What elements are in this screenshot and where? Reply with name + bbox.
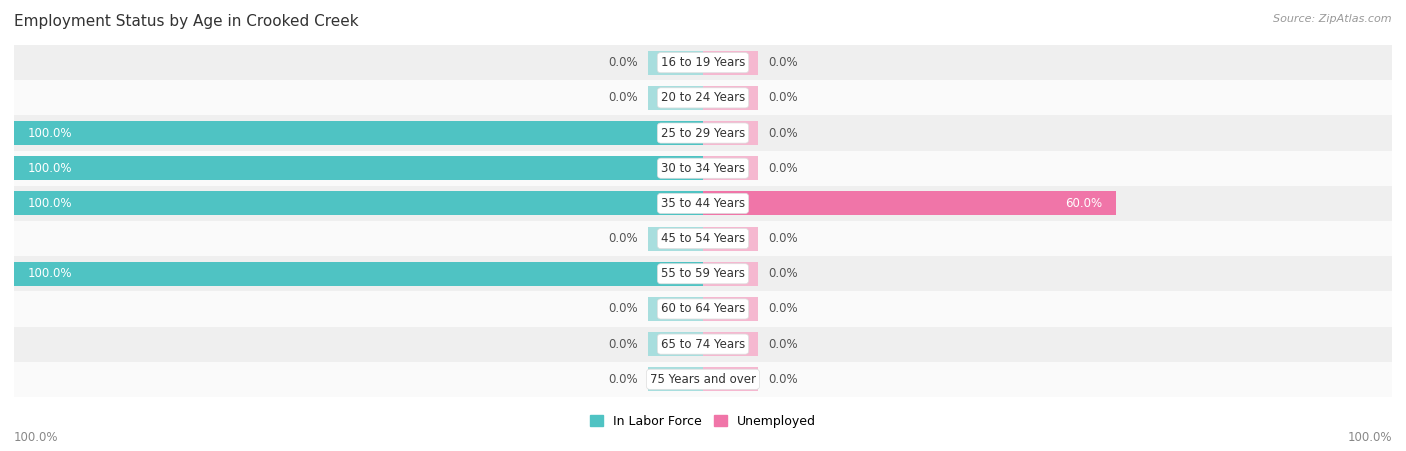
Text: 100.0%: 100.0% [28,162,72,175]
Text: 0.0%: 0.0% [769,92,799,104]
Text: 100.0%: 100.0% [28,197,72,210]
Bar [14,80,1392,115]
Text: 0.0%: 0.0% [769,127,799,139]
Bar [648,86,703,110]
Bar [14,45,1392,80]
Bar [14,156,703,180]
Bar [648,332,703,356]
Bar [14,291,1392,327]
Text: 30 to 34 Years: 30 to 34 Years [661,162,745,175]
Bar [703,86,758,110]
Text: 0.0%: 0.0% [769,232,799,245]
Bar [703,51,758,75]
Bar [703,332,758,356]
Bar [648,51,703,75]
Bar [14,151,1392,186]
Text: 75 Years and over: 75 Years and over [650,373,756,386]
Text: 0.0%: 0.0% [769,267,799,280]
Text: 45 to 54 Years: 45 to 54 Years [661,232,745,245]
Text: 55 to 59 Years: 55 to 59 Years [661,267,745,280]
Text: 0.0%: 0.0% [607,56,637,69]
Text: 0.0%: 0.0% [607,92,637,104]
Text: 100.0%: 100.0% [1347,431,1392,444]
Bar [703,191,1116,216]
Bar [703,156,758,180]
Bar [648,226,703,251]
Bar [703,367,758,391]
Text: 20 to 24 Years: 20 to 24 Years [661,92,745,104]
Bar [14,121,703,145]
Text: 100.0%: 100.0% [28,127,72,139]
Text: 25 to 29 Years: 25 to 29 Years [661,127,745,139]
Text: 0.0%: 0.0% [769,338,799,350]
Bar [14,256,1392,291]
Text: 0.0%: 0.0% [607,338,637,350]
Bar [648,297,703,321]
Bar [14,221,1392,256]
Text: Employment Status by Age in Crooked Creek: Employment Status by Age in Crooked Cree… [14,14,359,28]
Text: 60 to 64 Years: 60 to 64 Years [661,303,745,315]
Bar [14,186,1392,221]
Text: Source: ZipAtlas.com: Source: ZipAtlas.com [1274,14,1392,23]
Text: 0.0%: 0.0% [607,373,637,386]
Bar [14,327,1392,362]
Text: 60.0%: 60.0% [1066,197,1102,210]
Text: 0.0%: 0.0% [607,303,637,315]
Text: 0.0%: 0.0% [769,56,799,69]
Bar [14,362,1392,397]
Bar [703,262,758,286]
Text: 100.0%: 100.0% [28,267,72,280]
Legend: In Labor Force, Unemployed: In Labor Force, Unemployed [585,410,821,433]
Bar [648,367,703,391]
Bar [14,191,703,216]
Bar [703,226,758,251]
Text: 0.0%: 0.0% [607,232,637,245]
Bar [703,121,758,145]
Text: 0.0%: 0.0% [769,303,799,315]
Bar [14,262,703,286]
Text: 65 to 74 Years: 65 to 74 Years [661,338,745,350]
Bar [14,115,1392,151]
Text: 0.0%: 0.0% [769,162,799,175]
Text: 0.0%: 0.0% [769,373,799,386]
Text: 100.0%: 100.0% [14,431,59,444]
Text: 35 to 44 Years: 35 to 44 Years [661,197,745,210]
Text: 16 to 19 Years: 16 to 19 Years [661,56,745,69]
Bar [703,297,758,321]
